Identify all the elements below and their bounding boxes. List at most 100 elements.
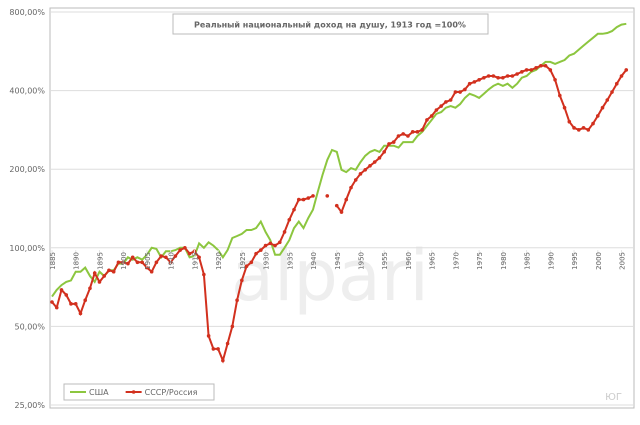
data-point — [358, 172, 363, 176]
data-point — [558, 93, 562, 98]
data-point — [78, 311, 83, 316]
x-tick-label: 1900 — [120, 252, 128, 270]
data-point — [600, 105, 605, 110]
data-point — [102, 274, 107, 278]
data-point — [605, 98, 610, 102]
data-point — [211, 347, 216, 351]
data-point — [159, 254, 163, 258]
data-point — [529, 68, 534, 72]
x-tick-label: 1970 — [452, 252, 460, 270]
data-point — [311, 194, 315, 198]
data-point — [562, 105, 567, 110]
data-point — [353, 178, 358, 182]
data-point — [510, 74, 515, 78]
data-point — [444, 100, 448, 104]
data-point — [135, 260, 140, 265]
title-box — [172, 13, 489, 35]
legend-label: СССР/Россия — [145, 388, 198, 397]
data-point — [614, 81, 619, 86]
data-point — [178, 248, 182, 252]
data-point — [439, 104, 443, 108]
data-point — [221, 358, 225, 363]
data-point — [339, 210, 344, 214]
corner-note: ЮГ — [605, 392, 622, 403]
data-point — [586, 128, 591, 132]
y-tick-label: 25,00% — [14, 401, 45, 410]
data-point — [477, 77, 481, 82]
x-tick-label: 1990 — [547, 252, 555, 270]
x-tick-label: 1905 — [144, 252, 152, 270]
x-tick-label: 2000 — [595, 252, 603, 270]
data-point — [287, 218, 292, 222]
data-point — [173, 254, 178, 258]
data-point — [197, 255, 201, 260]
x-tick-label: 1985 — [524, 252, 532, 270]
data-point — [111, 269, 116, 274]
data-point — [273, 243, 277, 248]
data-point — [107, 268, 111, 273]
data-point — [496, 75, 500, 80]
data-point — [368, 164, 372, 168]
data-point — [458, 90, 462, 94]
x-tick-label: 1910 — [168, 252, 176, 270]
x-tick-label: 1975 — [476, 252, 484, 270]
data-point — [69, 302, 73, 306]
data-point — [83, 298, 88, 302]
data-point — [363, 167, 368, 172]
data-point — [202, 272, 206, 277]
data-point — [325, 194, 330, 198]
data-point — [344, 197, 349, 202]
data-point — [391, 140, 396, 144]
data-point — [482, 75, 486, 80]
x-tick-label: 1890 — [73, 252, 81, 270]
data-point — [429, 114, 434, 118]
data-point — [415, 130, 420, 134]
data-point — [453, 90, 458, 94]
data-point — [553, 77, 557, 82]
data-point — [425, 118, 429, 122]
x-tick-label: 1915 — [191, 252, 199, 270]
legend-label: США — [89, 388, 109, 397]
data-point — [591, 121, 595, 126]
x-tick-label: 1965 — [429, 252, 437, 270]
data-point — [463, 87, 467, 92]
data-point — [515, 72, 519, 76]
x-tick-label: 1950 — [357, 252, 365, 270]
data-point — [377, 156, 382, 160]
x-tick-label: 1895 — [96, 252, 104, 270]
data-point — [567, 119, 572, 124]
data-point — [372, 160, 377, 164]
x-tick-label: 1925 — [239, 252, 247, 270]
data-point — [130, 255, 135, 260]
x-tick-label: 1960 — [405, 252, 413, 270]
plot-frame — [49, 7, 635, 409]
data-point — [73, 302, 78, 306]
data-point — [88, 286, 92, 291]
x-tick-label: 1935 — [286, 252, 294, 270]
data-point — [581, 126, 586, 130]
data-point — [301, 197, 306, 202]
legend: США СССР/Россия — [63, 383, 215, 401]
data-point — [187, 251, 192, 256]
x-tick-label: 1920 — [215, 252, 223, 270]
x-tick-label: 1940 — [310, 252, 318, 270]
data-point — [595, 114, 600, 118]
data-point — [434, 108, 439, 112]
data-point — [235, 298, 239, 302]
data-point — [278, 240, 282, 245]
x-tick-label: 1885 — [49, 252, 57, 270]
x-tick-label: 1945 — [334, 252, 342, 270]
data-point — [448, 98, 453, 102]
data-point — [306, 196, 311, 200]
series-line — [51, 22, 627, 298]
chart-title: Реальный национальный доход на душу, 191… — [194, 21, 466, 30]
y-tick-label: 800,00% — [9, 8, 45, 17]
y-tick-label: 400,00% — [9, 87, 45, 96]
data-point — [406, 134, 410, 138]
data-point — [225, 341, 230, 346]
data-point — [572, 126, 576, 130]
data-point — [154, 260, 159, 265]
data-point — [254, 251, 258, 256]
data-point — [576, 128, 581, 132]
y-tick-label: 100,00% — [9, 244, 45, 253]
